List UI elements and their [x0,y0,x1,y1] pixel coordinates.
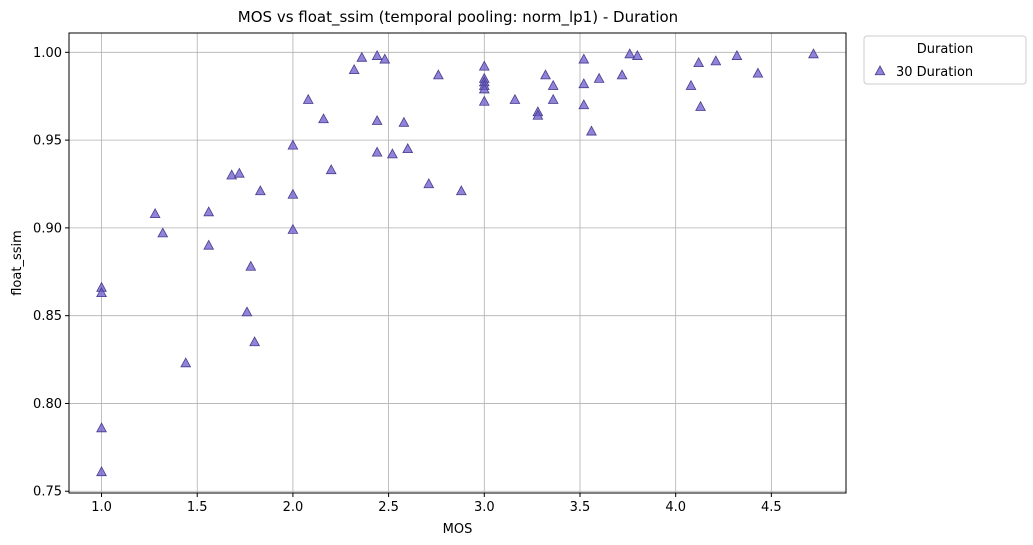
data-point-triangle [593,72,605,83]
chart-title: MOS vs float_ssim (temporal pooling: nor… [238,8,678,27]
data-point-triangle [402,143,414,154]
data-point-triangle [203,206,215,217]
y-tick-label: 0.75 [33,485,62,500]
data-point-triangle [241,306,253,317]
data-point-triangle [455,185,467,196]
data-point-triangle [96,466,107,477]
data-point-triangle [478,95,490,106]
data-point-triangle [478,83,490,94]
legend-marker-triangle-icon [874,65,886,76]
legend-title: Duration [917,42,973,57]
data-point-triangle [180,357,192,368]
data-point-triangle [96,422,107,433]
data-point-triangle [578,78,590,89]
y-tick-label: 0.90 [33,221,62,236]
data-point-triangle [387,148,398,159]
data-point-triangle [325,164,337,175]
y-axis-ticks: 0.75 0.80 0.85 0.90 0.95 1.00 [33,46,69,500]
x-tick-label: 2.0 [283,500,304,515]
grid-lines [69,33,846,493]
x-tick-label: 4.5 [761,500,782,515]
data-point-triangle [398,116,410,127]
x-tick-label: 1.0 [91,500,112,515]
data-point-triangle [509,93,521,104]
data-point-triangle [432,69,444,80]
y-tick-label: 0.80 [33,397,62,412]
data-point-triangle [616,69,628,80]
data-point-triangle [547,79,559,90]
data-point-triangle [348,64,360,75]
x-tick-label: 3.0 [474,500,495,515]
data-point-triangle [249,336,261,347]
data-point-triangle [547,93,559,104]
data-point-triangle [379,53,391,64]
legend: Duration 30 Duration [863,35,1027,85]
x-tick-label: 2.5 [378,500,399,515]
data-point-triangle [203,239,215,250]
y-axis-label: float_ssim [10,230,25,296]
data-point-triangle [624,48,636,59]
data-point-triangle [287,139,299,150]
y-tick-label: 1.00 [33,46,62,61]
data-point-triangle [287,188,299,199]
x-axis-ticks: 1.0 1.5 2.0 2.5 3.0 3.5 4.0 4.5 [91,493,782,515]
x-tick-label: 4.0 [665,500,686,515]
data-point-triangle [356,51,368,62]
data-point-triangle [808,48,819,59]
x-tick-label: 1.5 [187,500,208,515]
legend-box [863,35,1027,85]
data-point-triangle [685,79,697,90]
data-point-triangle [149,208,161,218]
data-markers [96,48,819,477]
y-tick-label: 0.95 [33,134,62,149]
x-axis-label: MOS [443,522,473,537]
data-point-triangle [695,100,706,111]
data-point-triangle [245,260,257,271]
data-point-triangle [96,287,107,297]
data-point-triangle [752,67,764,78]
data-point-triangle [287,223,299,234]
x-tick-label: 3.5 [570,500,591,515]
data-point-triangle [318,113,329,124]
data-point-triangle [254,185,266,196]
data-point-triangle [710,55,722,66]
data-point-triangle [233,167,245,178]
data-point-triangle [578,53,590,64]
data-point-triangle [578,99,590,110]
data-point-triangle [302,93,314,104]
data-point-triangle [371,49,383,60]
data-point-triangle [478,60,490,71]
plot-frame [68,32,847,494]
data-point-triangle [532,109,544,120]
data-point-triangle [586,125,597,136]
y-tick-label: 0.85 [33,309,62,324]
data-point-triangle [157,227,169,238]
data-point-triangle [423,178,435,189]
data-point-triangle [731,49,743,60]
legend-entry-label: 30 Duration [896,65,973,80]
data-point-triangle [226,169,238,180]
data-point-triangle [371,146,383,157]
data-point-triangle [693,57,705,67]
data-point-triangle [631,49,643,60]
data-point-triangle [371,114,383,125]
data-point-triangle [540,69,551,80]
